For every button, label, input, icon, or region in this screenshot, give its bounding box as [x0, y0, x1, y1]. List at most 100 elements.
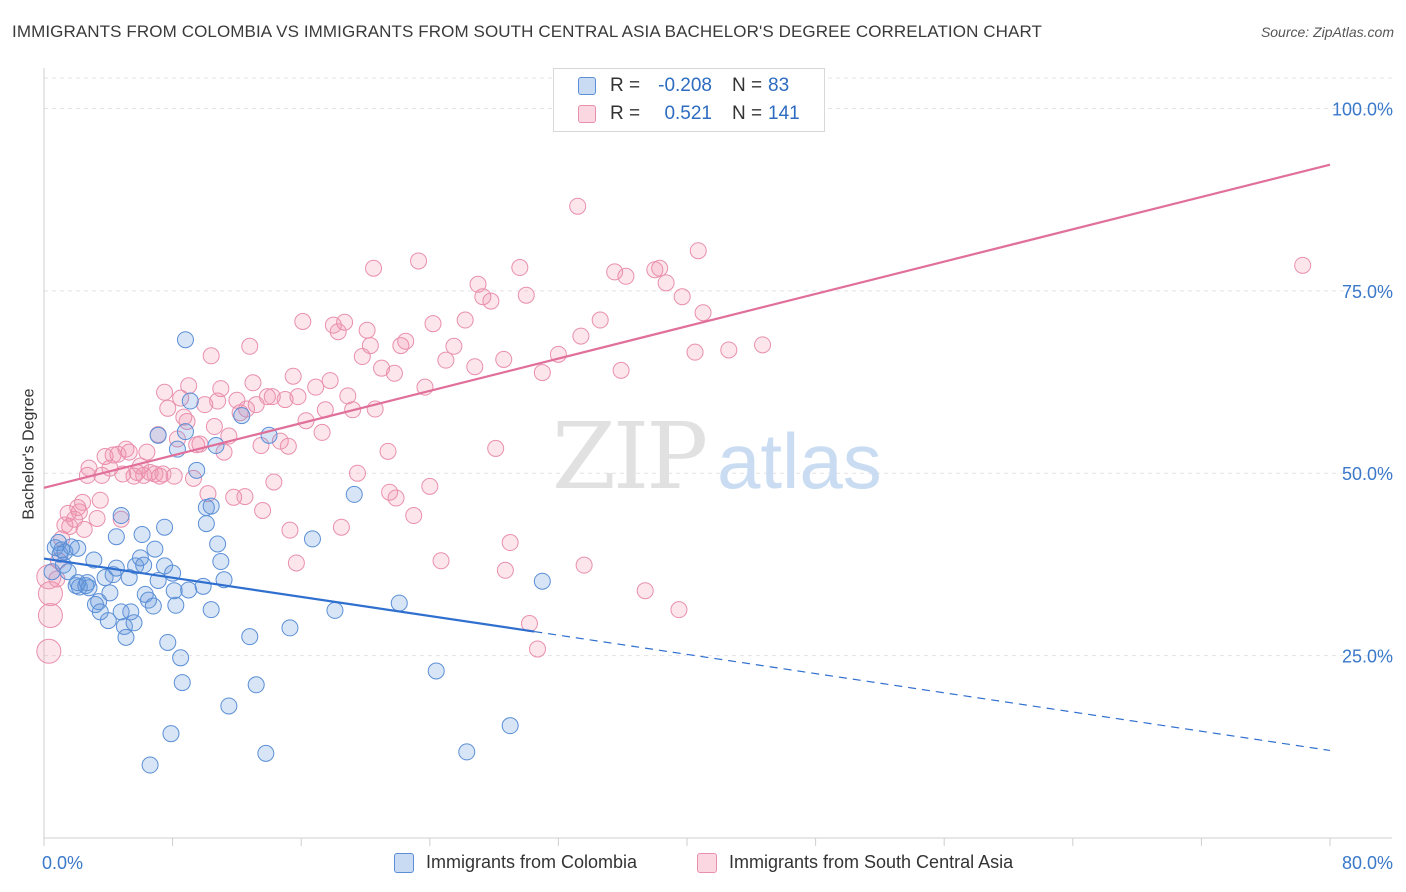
data-point-colombia [427, 662, 445, 680]
data-point-colombia [156, 518, 174, 536]
data-point-south-central-asia [754, 336, 772, 354]
data-point-colombia [70, 578, 88, 596]
data-point-colombia [257, 744, 275, 762]
data-point-south-central-asia [501, 534, 519, 552]
legend-swatch-pink [578, 105, 596, 123]
legend-label-colombia: Immigrants from Colombia [426, 852, 638, 872]
watermark-zip: ZIP [552, 403, 705, 510]
x-tick-label: 0.0% [42, 853, 83, 873]
data-point-south-central-asia [258, 388, 276, 406]
trend-line-colombia-extension [534, 630, 1331, 752]
data-point-south-central-asia [720, 341, 738, 359]
data-point-south-central-asia [294, 312, 312, 330]
data-point-south-central-asia [36, 638, 62, 664]
data-point-colombia [162, 725, 180, 743]
data-point-south-central-asia [670, 601, 688, 619]
data-point-south-central-asia [244, 374, 262, 392]
data-point-south-central-asia [156, 383, 174, 401]
source-label: Source: ZipAtlas.com [1260, 24, 1394, 40]
data-point-south-central-asia [410, 252, 428, 270]
data-point-colombia [165, 582, 183, 600]
blue-series-points [43, 331, 551, 774]
data-point-colombia [144, 597, 162, 615]
data-point-colombia [326, 601, 344, 619]
data-point-south-central-asia [466, 358, 484, 376]
data-point-south-central-asia [112, 510, 130, 528]
legend-item-colombia[interactable]: Immigrants from Colombia [394, 852, 637, 873]
data-point-south-central-asia [281, 521, 299, 539]
data-point-south-central-asia [686, 343, 704, 361]
data-point-colombia [220, 697, 238, 715]
data-point-colombia [117, 628, 135, 646]
data-point-south-central-asia [279, 437, 297, 455]
x-tick-label: 80.0% [1342, 853, 1393, 873]
data-point-south-central-asia [289, 388, 307, 406]
data-point-colombia [167, 596, 185, 614]
data-point-south-central-asia [636, 582, 654, 600]
data-point-south-central-asia [437, 351, 455, 369]
stats-row-south-central-asia: R = 0.521 N = 141 [578, 102, 800, 126]
stats-row-colombia: R = -0.208 N = 83 [578, 74, 789, 98]
data-point-south-central-asia [387, 489, 405, 507]
data-point-south-central-asia [474, 288, 492, 306]
data-point-south-central-asia [336, 313, 354, 331]
data-point-south-central-asia [365, 259, 383, 277]
data-point-south-central-asia [287, 554, 305, 572]
series-legend: Immigrants from Colombia Immigrants from… [0, 852, 1406, 878]
data-point-south-central-asia [575, 556, 593, 574]
r-value: 0.521 [664, 103, 712, 124]
data-point-south-central-asia [487, 439, 505, 457]
data-point-south-central-asia [91, 491, 109, 509]
gridlines [44, 77, 1392, 657]
watermark: ZIP atlas [552, 403, 882, 510]
data-point-south-central-asia [482, 292, 500, 310]
watermark-atlas: atlas [717, 417, 882, 505]
data-point-south-central-asia [265, 473, 283, 491]
data-point-south-central-asia [432, 552, 450, 570]
pink-series-points [36, 197, 1312, 664]
data-point-south-central-asia [120, 443, 138, 461]
data-point-colombia [107, 528, 125, 546]
chart-title: IMMIGRANTS FROM COLOMBIA VS IMMIGRANTS F… [12, 22, 1043, 41]
data-point-south-central-asia [37, 602, 63, 628]
n-value: 83 [768, 75, 790, 96]
data-point-south-central-asia [694, 304, 712, 322]
data-point-colombia [141, 756, 159, 774]
data-point-south-central-asia [1294, 256, 1312, 274]
data-point-south-central-asia [689, 242, 707, 260]
data-point-south-central-asia [263, 388, 281, 406]
y-tick-label: 75.0% [1342, 282, 1393, 302]
data-point-colombia [173, 674, 191, 692]
data-point-colombia [241, 628, 259, 646]
data-point-colombia [233, 407, 251, 425]
data-point-south-central-asia [236, 488, 254, 506]
data-point-south-central-asia [332, 518, 350, 536]
data-point-south-central-asia [496, 561, 514, 579]
data-point-south-central-asia [205, 418, 223, 436]
data-point-south-central-asia [321, 372, 339, 390]
data-point-south-central-asia [358, 321, 376, 339]
data-point-south-central-asia [109, 445, 127, 463]
legend-item-south-central-asia[interactable]: Immigrants from South Central Asia [697, 852, 1013, 873]
data-point-colombia [197, 515, 215, 533]
data-point-colombia [112, 507, 130, 525]
data-point-south-central-asia [165, 467, 183, 485]
legend-swatch-pink [697, 852, 717, 873]
data-point-south-central-asia [651, 259, 669, 277]
data-point-colombia [115, 617, 133, 635]
data-point-south-central-asia [511, 259, 529, 277]
data-point-south-central-asia [75, 520, 93, 538]
data-point-south-central-asia [37, 581, 63, 607]
y-tick-label: 25.0% [1342, 647, 1393, 667]
data-point-colombia [533, 572, 551, 590]
data-point-colombia [345, 485, 363, 503]
data-point-colombia [80, 579, 98, 597]
data-point-south-central-asia [381, 483, 399, 501]
data-point-colombia [101, 584, 119, 602]
data-point-south-central-asia [154, 465, 172, 483]
n-value: 141 [768, 103, 800, 124]
data-point-south-central-asia [241, 337, 259, 355]
legend-label-south-central-asia: Immigrants from South Central Asia [729, 852, 1014, 872]
data-point-south-central-asia [495, 350, 513, 368]
data-point-south-central-asia [657, 274, 675, 292]
